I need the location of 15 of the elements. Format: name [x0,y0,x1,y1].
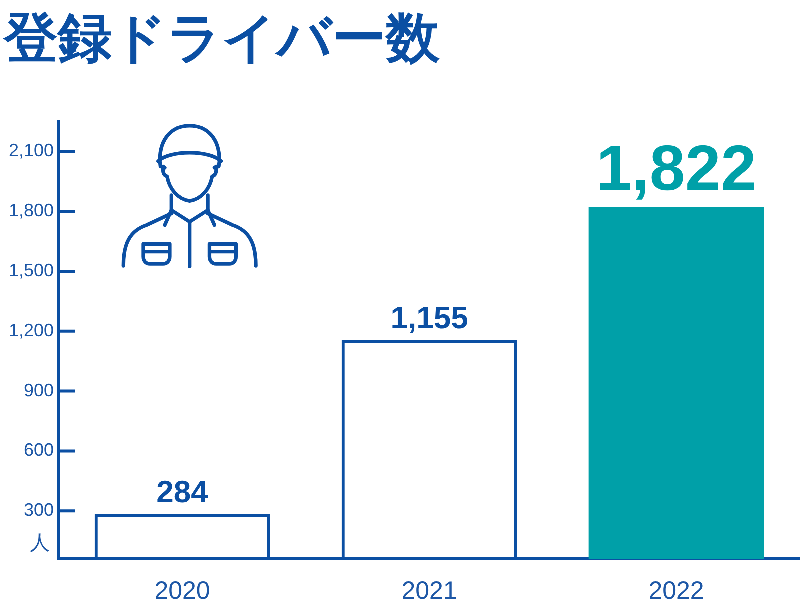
y-tick-label: 900 [24,380,54,400]
data-label: 1,155 [390,300,468,336]
y-axis-title: 人 [30,532,50,555]
y-tick-label: 300 [24,500,54,520]
y-tick-label: 600 [24,440,54,460]
y-tick-label: 1,200 [8,320,54,340]
x-tick-label: 2021 [402,576,458,605]
x-tick-label: 2020 [154,576,210,605]
x-tick-label: 2022 [648,576,704,605]
y-tick-label: 2,100 [8,140,54,161]
y-tick-label: 1,500 [8,260,54,280]
y-tick-label: 1,800 [8,200,54,221]
data-label: 284 [156,474,210,510]
chart-title: 登録ドライバー数 [2,6,441,70]
data-label: 1,822 [596,132,757,204]
